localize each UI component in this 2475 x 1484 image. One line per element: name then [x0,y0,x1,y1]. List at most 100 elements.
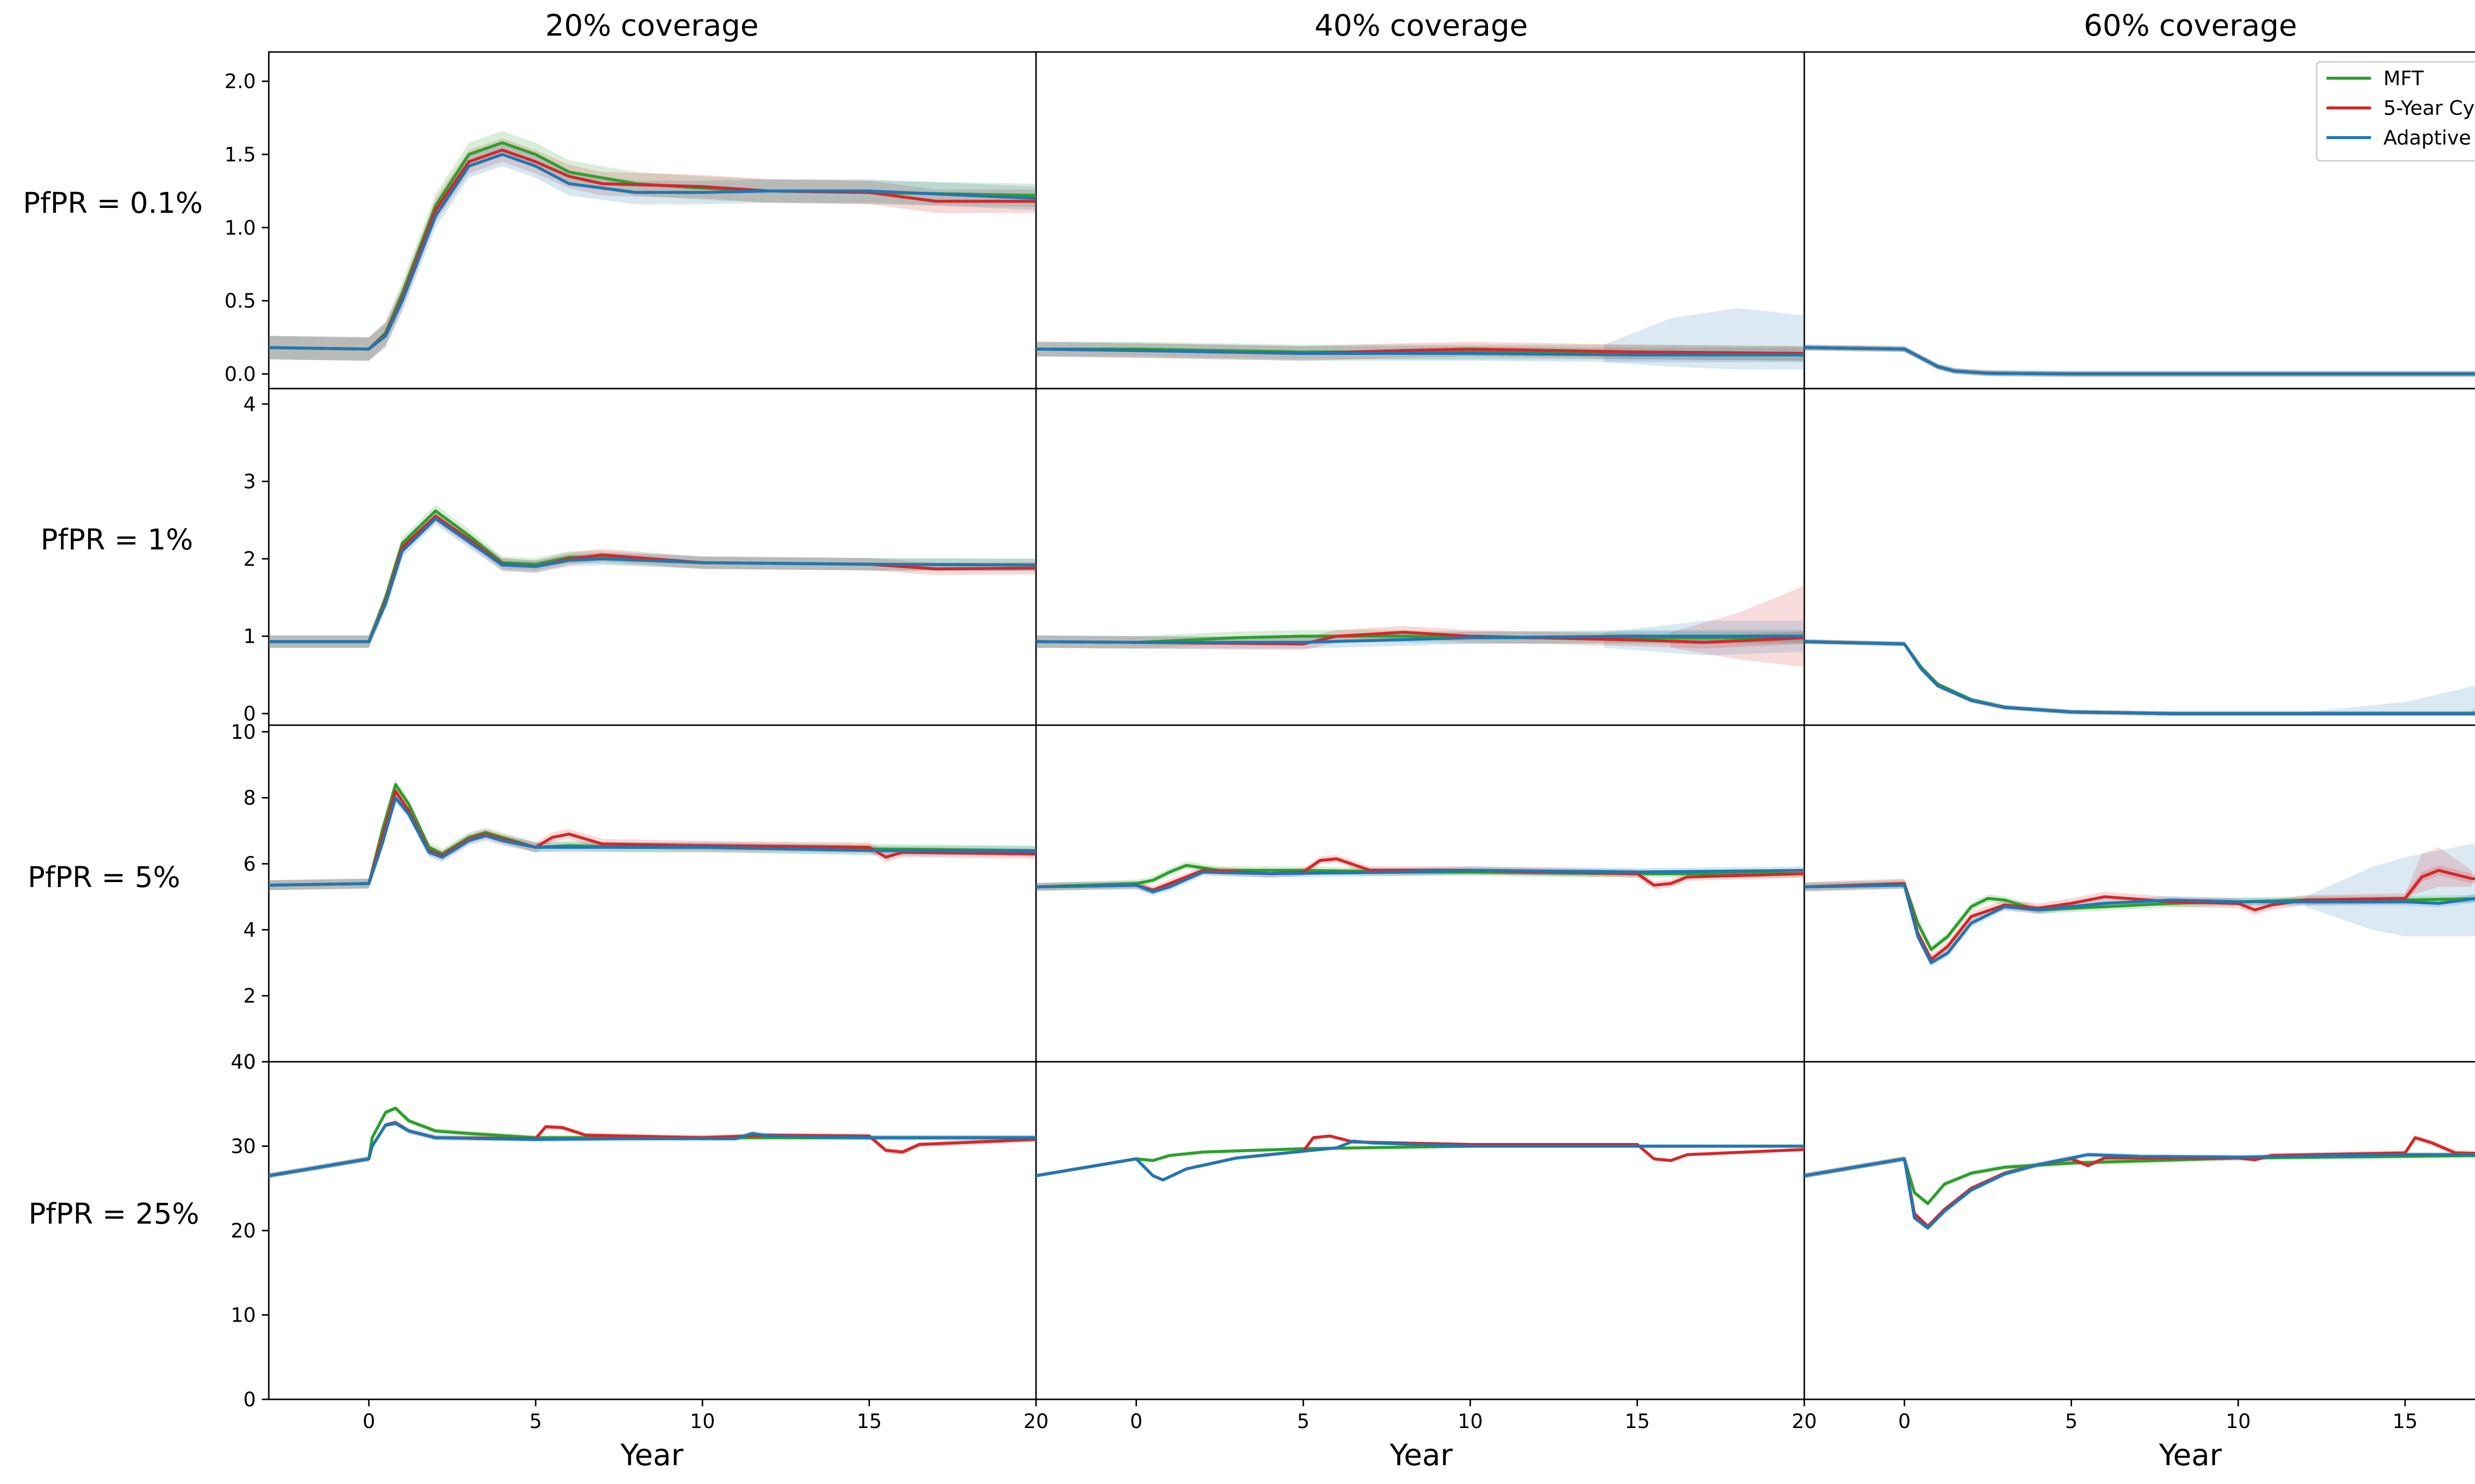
line-adaptive-cycling-2-3 [1804,640,2475,715]
xtick-label-col2-2: 10 [1458,1410,1483,1433]
panel-4-3-plot-area [1804,1135,2475,1231]
line-adaptive-cycling-1-1 [269,153,1036,351]
panel-frame-4-1 [268,1061,1037,1400]
row-label-3: PfPR = 5% [28,860,180,894]
xtick-label-col2-3: 15 [1625,1410,1650,1433]
band-5-year-cycling-2-1 [269,510,1036,648]
line-adaptive-cycling-3-3 [1804,884,2475,964]
panel-frame-2-3 [1803,388,2475,726]
line-mft-4-2 [1036,1144,1804,1178]
column-title-3: 60% coverage [2084,8,2297,43]
ytick-label-row2-4: 4 [244,393,256,416]
ytick-label-row4-0: 0 [244,1388,256,1411]
line-adaptive-cycling-3-1 [269,796,1036,887]
band-mft-3-2 [1036,861,1804,891]
panel-1-3-plot-area [1804,345,2475,377]
column-title-1: 20% coverage [545,8,759,43]
line-5-year-cycling-3-3 [1804,869,2475,961]
line-5-year-cycling-2-3 [1804,640,2475,715]
panel-3-2-plot-area [1036,855,1804,896]
band-mft-2-1 [269,504,1036,648]
panel-frame-4-3 [1803,1061,2475,1400]
ytick-label-row1-2: 1.0 [224,217,256,240]
xtick-label-col2-4: 20 [1792,1410,1817,1433]
uncertainty-band-adaptive-cycling-2-3 [2305,686,2475,714]
ytick-label-row3-2: 4 [244,919,256,941]
band-5-year-cycling-4-3 [1804,1135,2475,1229]
legend-label-5-year-cycling: 5-Year Cycling [2383,97,2475,120]
legend-label-mft: MFT [2383,67,2424,90]
ytick-label-row4-2: 20 [231,1220,256,1242]
ytick-label-row4-1: 10 [231,1304,256,1327]
panel-frames [268,51,2475,1400]
panel-frame-3-1 [268,724,1037,1063]
ytick-label-row4-4: 40 [231,1051,256,1074]
panel-3-1-plot-area [269,780,1036,890]
line-adaptive-cycling-3-2 [1036,869,1804,893]
legend-frame [2316,61,2475,162]
xtick-label-col1-2: 10 [690,1410,715,1433]
xaxis-label-1: Year [620,1438,683,1473]
xtick-label-col3-2: 10 [2226,1410,2251,1433]
line-adaptive-cycling-2-1 [269,517,1036,643]
line-5-year-cycling-2-1 [269,514,1036,643]
band-mft-2-3 [1804,639,2475,716]
xaxis-label-2: Year [1389,1438,1452,1473]
line-adaptive-cycling-1-3 [1804,346,2475,376]
panel-1-1-plot-area [269,131,1036,361]
ytick-label-row1-1: 0.5 [224,290,256,313]
xtick-label-col2-0: 0 [1130,1410,1142,1433]
line-adaptive-cycling-4-1 [269,1122,1036,1178]
line-mft-2-1 [269,509,1036,643]
panel-4-2-plot-area [1036,1134,1804,1182]
panel-frame-2-2 [1035,388,1805,726]
ytick-label-row2-1: 1 [244,625,256,648]
ytick-label-row3-3: 6 [244,853,256,876]
line-adaptive-cycling-2-2 [1036,635,1804,644]
line-5-year-cycling-3-1 [269,790,1036,887]
ytick-label-row2-2: 2 [244,548,256,571]
ytick-label-row3-0: 0 [244,1051,256,1074]
band-mft-4-2 [1036,1144,1804,1178]
band-adaptive-cycling-2-1 [269,512,1036,648]
ytick-label-row3-1: 2 [244,985,256,1008]
line-mft-2-3 [1804,640,2475,715]
panel-2-3-plot-area [1804,639,2475,716]
panel-2-1-plot-area [269,504,1036,648]
panel-3-3-plot-area [1804,842,2475,967]
column-title-2: 40% coverage [1315,8,1528,43]
line-adaptive-cycling-1-2 [1036,347,1804,356]
xtick-label-col2-1: 5 [1297,1410,1309,1433]
xtick-label-col1-3: 15 [857,1410,882,1433]
band-mft-4-3 [1804,1153,2475,1206]
plot-content [269,131,2475,1231]
panel-frame-4-2 [1035,1061,1805,1400]
line-adaptive-cycling-4-2 [1036,1139,1804,1182]
band-adaptive-cycling-1-1 [269,143,1036,361]
ytick-label-row3-4: 8 [244,787,256,810]
xtick-label-col1-4: 20 [1024,1410,1049,1433]
band-mft-3-3 [1804,880,2475,954]
ytick-label-row3-5: 10 [231,721,256,743]
band-mft-1-1 [269,131,1036,361]
row-label-2: PfPR = 1% [41,523,193,556]
uncertainty-band-5-year-cycling-2-2 [1671,586,1804,667]
panel-2-2-plot-area [1036,586,1804,667]
xaxis-label-3: Year [2158,1438,2222,1473]
legend-label-adaptive-cycling: Adaptive Cycling [2383,127,2475,149]
band-adaptive-cycling-2-3 [1804,639,2475,716]
line-adaptive-cycling-4-3 [1804,1153,2475,1230]
band-5-year-cycling-2-3 [1804,639,2475,716]
uncertainty-band-5-year-cycling-3-3 [2405,847,2472,897]
xtick-label-col1-1: 5 [529,1410,542,1433]
xtick-label-col3-3: 15 [2392,1410,2418,1433]
line-5-year-cycling-3-2 [1036,857,1804,892]
ytick-label-row1-4: 2.0 [224,70,256,93]
xtick-label-col3-1: 5 [2065,1410,2078,1433]
row-label-1: PfPR = 0.1% [23,186,203,220]
ytick-label-row1-3: 1.5 [224,144,256,166]
panel-4-1-plot-area [269,1105,1036,1179]
panel-1-2-plot-area [1036,308,1804,370]
